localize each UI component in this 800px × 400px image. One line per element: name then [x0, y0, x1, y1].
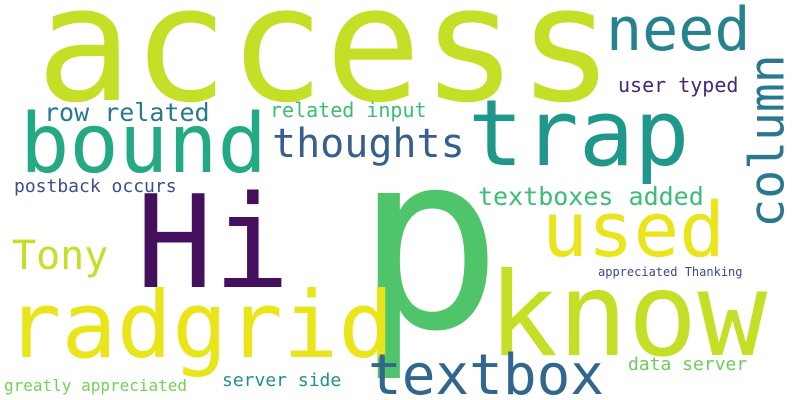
word-p: p — [355, 100, 503, 385]
word-used: used — [542, 185, 726, 274]
word-row-related: row related — [44, 98, 210, 127]
word-textbox: textbox — [368, 343, 605, 400]
word-data-server: data server — [628, 354, 748, 375]
word-radgrid: radgrid — [6, 272, 394, 379]
word-thoughts: thoughts — [272, 121, 465, 167]
word-server-side: server side — [222, 370, 342, 391]
word-know: know — [488, 248, 768, 383]
word-bound: bound — [20, 97, 267, 192]
word-access: access — [36, 0, 614, 138]
word-user-typed: user typed — [618, 73, 739, 97]
word-column: column — [739, 54, 796, 228]
word-textboxes-added: textboxes added — [478, 182, 704, 211]
word-postback-occurs: postback occurs — [14, 176, 177, 197]
word-trap: trap — [468, 80, 690, 187]
word-tony: Tony — [12, 233, 109, 279]
word-appreciated-thanking: appreciated Thanking — [598, 265, 743, 279]
word-greatly-appreciated: greatly appreciated — [4, 376, 188, 395]
word-related-input: related input — [270, 98, 427, 122]
word-hi: Hi — [136, 169, 291, 318]
word-need: need — [606, 0, 751, 65]
